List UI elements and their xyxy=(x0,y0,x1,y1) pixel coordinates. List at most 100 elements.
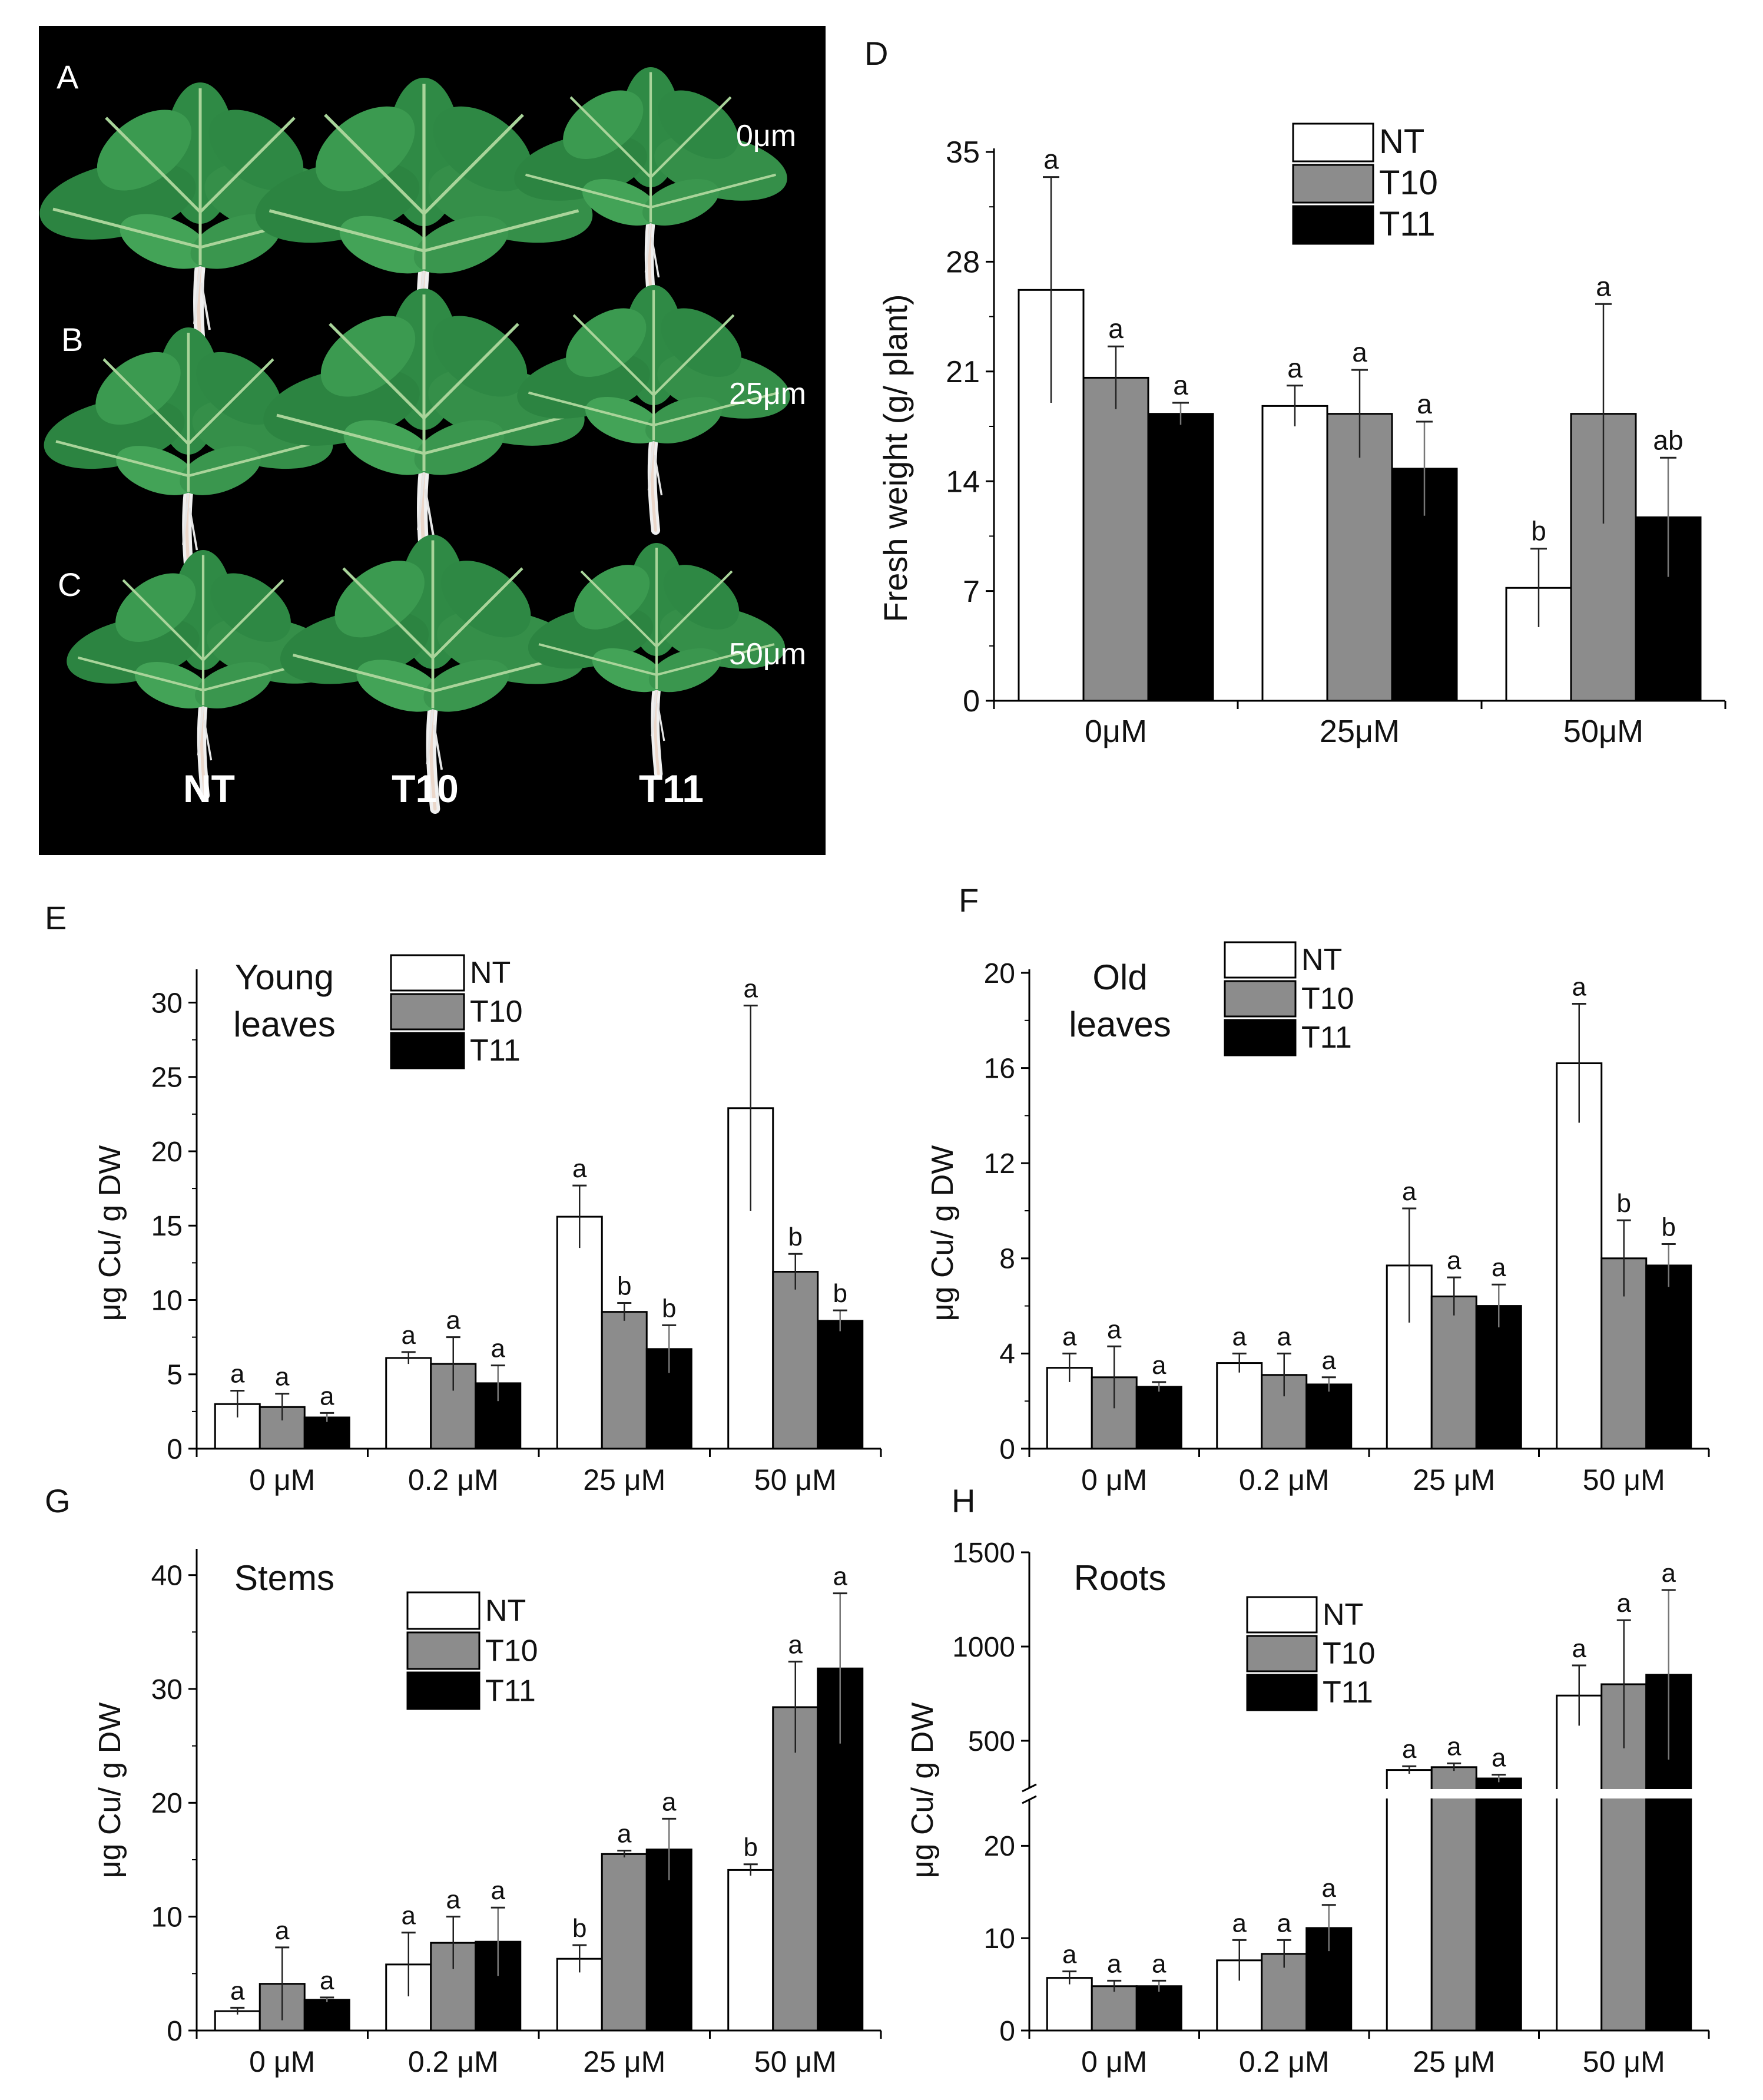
y-tick-label: 12 xyxy=(984,1148,1015,1180)
bar-T11-0 xyxy=(303,1416,350,1450)
chart-panel-E: E μg Cu/ g DW Young leaves a a a 0 μM a a a 0.2… xyxy=(45,899,882,1496)
significance-letter-NT-2: a xyxy=(572,1154,587,1183)
panel-letter-D: D xyxy=(864,35,888,72)
bar-T11-2 xyxy=(1475,1777,1522,2032)
significance-letter-NT-0: a xyxy=(1062,1322,1077,1351)
significance-letter-NT-3: a xyxy=(1572,1634,1587,1663)
significance-letter-T11-2: a xyxy=(1492,1744,1506,1773)
significance-letter-T10-3: b xyxy=(788,1223,803,1251)
x-tick-label: 25 μM xyxy=(583,2045,665,2078)
bar-T11-3 xyxy=(817,1320,864,1450)
legend-swatch-T11 xyxy=(390,1032,465,1069)
significance-letter-NT-2: b xyxy=(1531,516,1546,546)
bar-T10-2 xyxy=(1430,1295,1477,1450)
significance-letter-NT-1: a xyxy=(1232,1909,1247,1937)
x-tick-label: 0μM xyxy=(1085,714,1147,749)
significance-letter-NT-0: a xyxy=(1043,144,1059,175)
legend-swatch-NT xyxy=(1224,941,1297,979)
photo-col-NT: NT xyxy=(183,767,235,810)
axis-break-gap xyxy=(1030,1789,1710,1798)
significance-letter-T11-3: a xyxy=(1662,1559,1676,1588)
significance-letter-NT-0: a xyxy=(230,1976,245,2005)
photo-label-A: A xyxy=(57,58,79,95)
significance-letter-T11-3: b xyxy=(833,1279,847,1308)
chart-panel-D: D Fresh weight (g/ plant) a a a 0μM a a a 25μM b… xyxy=(864,35,1726,749)
x-tick-label: 25 μM xyxy=(583,1463,665,1496)
legend-swatch-T10 xyxy=(1246,1635,1318,1672)
panel-letter-H: H xyxy=(952,1482,975,1519)
significance-letter-T10-2: a xyxy=(1447,1732,1462,1761)
legend-label-T10: T10 xyxy=(1379,164,1438,202)
bar-T10-2 xyxy=(601,1853,648,2032)
significance-letter-T11-2: a xyxy=(1492,1253,1506,1282)
x-tick-label: 0.2 μM xyxy=(408,1463,499,1496)
x-tick-label: 25 μM xyxy=(1413,1463,1495,1496)
chart-title-line-1: Old xyxy=(1092,958,1147,997)
significance-letter-T10-0: a xyxy=(1107,1315,1122,1344)
y-tick-label: 10 xyxy=(151,1902,183,1933)
significance-letter-T11-1: a xyxy=(491,1334,506,1363)
legend-label-T10: T10 xyxy=(470,995,523,1029)
panel-letter-F: F xyxy=(959,882,979,919)
photo-label-C: C xyxy=(58,566,81,603)
significance-letter-NT-3: a xyxy=(1572,973,1587,1002)
x-tick-label: 50 μM xyxy=(1583,2045,1665,2078)
y-tick-label: 4 xyxy=(999,1339,1015,1370)
significance-letter-T11-0: a xyxy=(320,1966,334,1995)
bar-NT-1 xyxy=(1261,405,1328,702)
bar-NT-0 xyxy=(1046,1977,1093,2032)
y-tick-label: 10 xyxy=(984,1923,1015,1955)
significance-letter-NT-3: a xyxy=(744,975,758,1003)
legend-swatch-T10 xyxy=(1292,164,1374,204)
legend-label-NT: NT xyxy=(485,1594,526,1628)
y-tick-label: 14 xyxy=(946,465,980,499)
significance-letter-T10-2: a xyxy=(1447,1246,1462,1275)
y-axis-label: Fresh weight (g/ plant) xyxy=(877,294,914,622)
legend-label-T11: T11 xyxy=(1301,1021,1352,1055)
bar-T11-0 xyxy=(1147,413,1214,702)
bar-T11-0 xyxy=(1135,1386,1182,1450)
legend-label-T11: T11 xyxy=(470,1034,521,1068)
y-tick-label: 28 xyxy=(946,246,980,280)
significance-letter-T11-3: b xyxy=(1662,1213,1676,1242)
axis-break-mark xyxy=(1022,1795,1037,1804)
bar-T10-2 xyxy=(601,1311,648,1450)
significance-letter-NT-3: b xyxy=(744,1833,758,1862)
significance-letter-T10-0: a xyxy=(1108,313,1124,344)
bar-T11-0 xyxy=(303,1999,350,2032)
significance-letter-T11-0: a xyxy=(1152,1351,1167,1380)
y-tick-label: 0 xyxy=(999,2016,1015,2047)
legend-swatch-NT xyxy=(406,1591,480,1630)
significance-letter-T10-0: a xyxy=(1107,1949,1122,1978)
chart-panel-G: G μg Cu/ g DW Stems a a a 0 μM a a a 0.2 μM b a a 2… xyxy=(45,1482,882,2078)
legend-swatch-T11 xyxy=(1246,1674,1318,1711)
photo-col-T11: T11 xyxy=(639,767,704,810)
bar-T10-2 xyxy=(1430,1766,1477,2032)
chart-panel-H: H μg Cu/ g DW Roots a a a 0 μM a a a 0.2 μM a a a 2… xyxy=(906,1482,1710,2078)
legend-label-T10: T10 xyxy=(1323,1637,1376,1671)
significance-letter-T10-1: a xyxy=(1277,1909,1292,1937)
plant-photo-panel: A B C 0μm 25μm 50μm NT T10 T11 xyxy=(32,26,826,855)
significance-letter-T10-0: a xyxy=(275,1363,290,1392)
y-tick-label: 16 xyxy=(984,1053,1015,1084)
significance-letter-T11-3: a xyxy=(833,1562,848,1591)
legend-swatch-T11 xyxy=(1224,1019,1297,1056)
significance-letter-T10-3: a xyxy=(788,1631,803,1660)
bar-T11-0 xyxy=(1135,1985,1182,2032)
bar-NT-3 xyxy=(1556,1062,1603,1450)
y-tick-label: 10 xyxy=(151,1285,183,1316)
y-tick-label: 30 xyxy=(151,988,183,1019)
photo-conc-25: 25μm xyxy=(729,377,806,411)
y-tick-label: 20 xyxy=(151,1788,183,1819)
significance-letter-T11-2: a xyxy=(662,1787,677,1816)
significance-letter-NT-1: a xyxy=(402,1321,416,1350)
panel-letter-E: E xyxy=(45,899,67,936)
significance-letter-NT-0: a xyxy=(230,1360,245,1389)
x-tick-label: 50 μM xyxy=(754,1463,837,1496)
legend-label-NT: NT xyxy=(1379,122,1424,161)
photo-col-T10: T10 xyxy=(392,767,459,810)
significance-letter-T10-1: a xyxy=(1277,1322,1292,1351)
significance-letter-NT-1: a xyxy=(1287,353,1303,383)
y-tick-label: 500 xyxy=(968,1726,1015,1757)
